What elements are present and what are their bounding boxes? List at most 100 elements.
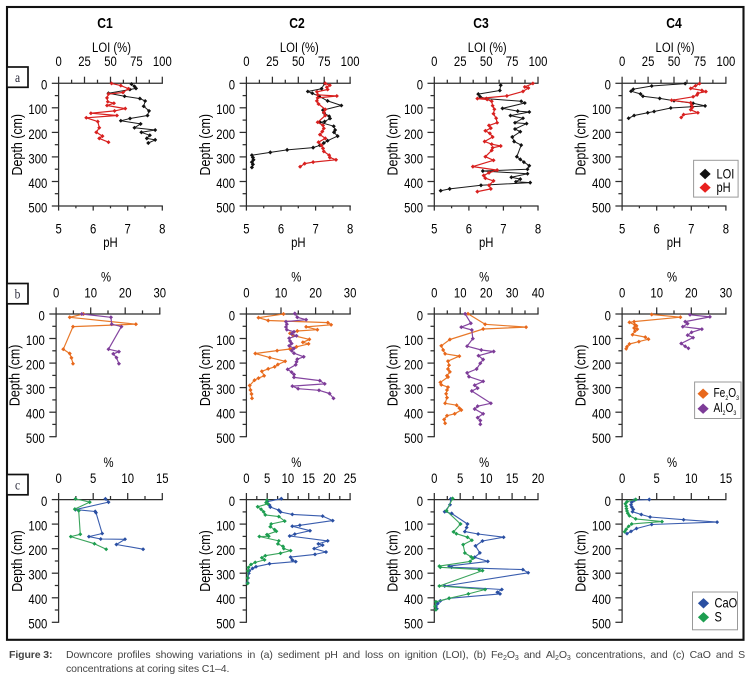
svg-text:10: 10 (650, 285, 663, 300)
svg-text:pH: pH (291, 235, 305, 250)
svg-text:%: % (479, 269, 489, 284)
svg-text:300: 300 (216, 151, 235, 166)
svg-text:C2: C2 (289, 15, 304, 31)
svg-text:50: 50 (668, 54, 681, 69)
svg-text:500: 500 (592, 200, 611, 215)
svg-text:%: % (103, 455, 113, 470)
svg-text:100: 100 (28, 518, 47, 533)
svg-text:CaO: CaO (715, 596, 738, 611)
svg-text:300: 300 (216, 382, 235, 397)
svg-text:500: 500 (592, 617, 611, 632)
svg-text:300: 300 (404, 568, 423, 583)
svg-text:500: 500 (404, 617, 423, 632)
svg-text:0: 0 (619, 471, 625, 486)
svg-text:500: 500 (216, 200, 235, 215)
svg-text:pH: pH (717, 180, 731, 195)
svg-text:0: 0 (39, 308, 45, 323)
svg-text:400: 400 (592, 176, 611, 191)
svg-text:0: 0 (53, 285, 59, 300)
svg-text:Depth (cm): Depth (cm) (196, 114, 213, 176)
svg-text:0: 0 (619, 285, 625, 300)
svg-text:100: 100 (404, 518, 423, 533)
svg-text:50: 50 (292, 54, 305, 69)
svg-text:300: 300 (592, 382, 611, 397)
svg-text:400: 400 (28, 592, 47, 607)
svg-text:15: 15 (302, 471, 315, 486)
svg-text:15: 15 (506, 471, 519, 486)
svg-text:8: 8 (159, 221, 165, 236)
svg-text:5: 5 (457, 471, 463, 486)
svg-text:30: 30 (506, 285, 519, 300)
svg-text:100: 100 (592, 333, 611, 348)
svg-text:0: 0 (417, 494, 423, 509)
svg-text:0: 0 (417, 78, 423, 93)
svg-text:S: S (715, 610, 722, 625)
svg-text:25: 25 (344, 471, 357, 486)
svg-text:500: 500 (404, 431, 423, 446)
svg-text:200: 200 (26, 357, 45, 372)
svg-text:Depth (cm): Depth (cm) (571, 345, 588, 407)
svg-text:25: 25 (266, 54, 279, 69)
svg-text:100: 100 (529, 54, 548, 69)
svg-text:%: % (667, 455, 677, 470)
svg-text:25: 25 (642, 54, 655, 69)
svg-text:0: 0 (229, 308, 235, 323)
svg-text:0: 0 (243, 54, 249, 69)
svg-text:300: 300 (28, 568, 47, 583)
svg-text:100: 100 (592, 102, 611, 117)
svg-text:C1: C1 (97, 15, 113, 31)
svg-text:0: 0 (431, 54, 437, 69)
svg-text:200: 200 (216, 543, 235, 558)
svg-text:75: 75 (694, 54, 707, 69)
svg-text:LOI (%): LOI (%) (280, 40, 319, 55)
svg-text:200: 200 (28, 127, 47, 142)
svg-text:%: % (101, 269, 111, 284)
svg-text:200: 200 (592, 543, 611, 558)
svg-text:200: 200 (404, 127, 423, 142)
svg-text:0: 0 (431, 471, 437, 486)
svg-text:a: a (15, 70, 20, 85)
svg-text:10: 10 (84, 285, 97, 300)
svg-text:400: 400 (216, 176, 235, 191)
svg-text:pH: pH (667, 235, 681, 250)
svg-text:500: 500 (26, 431, 45, 446)
svg-text:20: 20 (309, 285, 322, 300)
svg-text:20: 20 (480, 285, 493, 300)
svg-text:pH: pH (479, 235, 493, 250)
svg-text:5: 5 (431, 221, 437, 236)
svg-text:5: 5 (264, 471, 270, 486)
svg-text:7: 7 (312, 221, 318, 236)
svg-text:20: 20 (323, 471, 336, 486)
svg-text:200: 200 (404, 543, 423, 558)
svg-text:300: 300 (28, 151, 47, 166)
svg-text:0: 0 (619, 54, 625, 69)
svg-text:Depth (cm): Depth (cm) (571, 114, 588, 176)
svg-text:100: 100 (216, 518, 235, 533)
svg-text:LOI: LOI (717, 166, 735, 181)
svg-text:0: 0 (41, 78, 47, 93)
svg-text:300: 300 (404, 151, 423, 166)
svg-text:8: 8 (723, 221, 729, 236)
svg-text:0: 0 (431, 285, 437, 300)
svg-text:500: 500 (216, 431, 235, 446)
svg-text:Depth (cm): Depth (cm) (5, 345, 22, 407)
svg-text:10: 10 (454, 285, 467, 300)
svg-text:%: % (291, 269, 301, 284)
svg-text:15: 15 (156, 471, 169, 486)
svg-text:25: 25 (78, 54, 91, 69)
svg-text:5: 5 (55, 221, 61, 236)
svg-text:100: 100 (216, 333, 235, 348)
svg-text:0: 0 (605, 308, 611, 323)
svg-text:5: 5 (243, 221, 249, 236)
svg-text:0: 0 (229, 78, 235, 93)
svg-text:7: 7 (688, 221, 694, 236)
svg-text:500: 500 (216, 617, 235, 632)
svg-text:100: 100 (404, 333, 423, 348)
svg-text:100: 100 (592, 518, 611, 533)
svg-text:400: 400 (26, 407, 45, 422)
svg-text:10: 10 (275, 285, 288, 300)
svg-text:30: 30 (154, 285, 167, 300)
svg-text:100: 100 (26, 333, 45, 348)
svg-text:200: 200 (592, 127, 611, 142)
svg-text:200: 200 (216, 357, 235, 372)
